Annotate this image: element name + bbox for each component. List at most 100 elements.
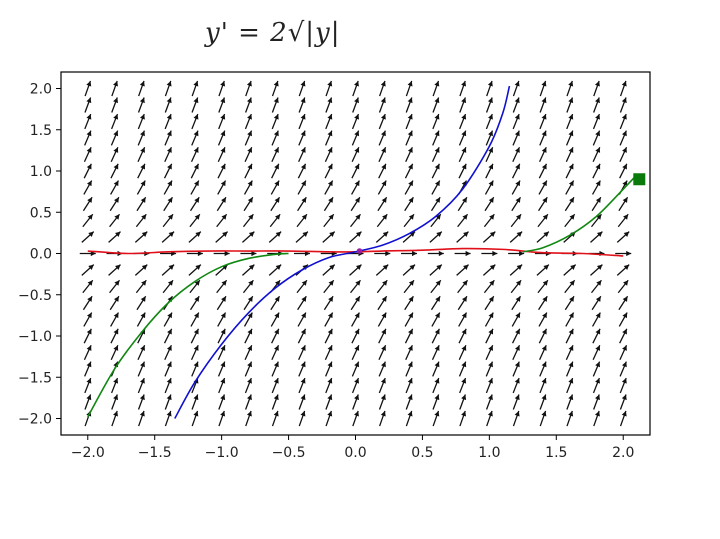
marker-layer (633, 173, 646, 186)
field-arrow (216, 213, 228, 228)
field-arrow (538, 180, 548, 195)
field-arrow (566, 394, 574, 410)
field-arrow (245, 394, 252, 410)
field-arrow (538, 163, 548, 179)
field-arrow (483, 213, 495, 228)
field-arrow (245, 410, 252, 427)
field-arrow (271, 130, 279, 146)
field-arrow (293, 250, 310, 257)
field-arrow (564, 213, 576, 228)
field-arrow (324, 312, 334, 327)
field-arrow (137, 344, 146, 361)
green-square-marker (633, 173, 646, 186)
field-arrow (134, 231, 148, 243)
field-arrow (111, 410, 118, 427)
field-arrow (619, 328, 628, 344)
field-arrow (137, 146, 146, 163)
field-arrow (616, 264, 630, 276)
field-arrow (512, 146, 521, 163)
y-tick-label: −1.0 (18, 329, 52, 345)
field-arrow (429, 231, 443, 243)
field-arrow (109, 196, 120, 212)
field-arrow (137, 377, 145, 394)
field-arrow (590, 231, 603, 243)
field-arrow (512, 377, 520, 394)
field-arrow (109, 295, 120, 311)
field-arrow (213, 250, 230, 257)
field-arrow (484, 196, 495, 212)
field-arrow (217, 344, 226, 361)
field-arrow (378, 344, 387, 361)
field-arrow (377, 196, 388, 212)
field-arrow (511, 328, 521, 344)
field-arrow (218, 113, 226, 130)
field-arrow (325, 394, 333, 410)
field-arrow (188, 231, 202, 243)
field-arrow (190, 312, 200, 327)
field-arrow (296, 213, 308, 228)
field-arrow (378, 328, 387, 344)
field-arrow (404, 163, 414, 179)
field-arrow (163, 328, 173, 344)
field-arrow (432, 113, 440, 130)
field-arrow (619, 410, 627, 427)
field-arrow (592, 361, 601, 377)
field-arrow (459, 377, 467, 394)
field-arrow (565, 312, 575, 327)
field-arrow (405, 80, 413, 97)
field-arrow (297, 180, 307, 195)
field-arrow (509, 231, 523, 243)
solution-curve (174, 85, 511, 419)
field-arrow (432, 394, 440, 410)
y-tick-label: 1.0 (30, 164, 52, 180)
field-arrow (218, 410, 226, 427)
y-tick-label: 1.5 (30, 123, 52, 139)
field-arrow (216, 279, 228, 294)
field-arrow (271, 80, 279, 97)
field-arrow (458, 163, 467, 179)
field-arrow (164, 113, 172, 130)
field-arrow (565, 328, 574, 344)
field-arrow (81, 264, 95, 276)
field-arrow (350, 279, 361, 294)
field-arrow (108, 231, 121, 243)
field-arrow (510, 213, 522, 228)
field-arrow (271, 377, 279, 394)
field-arrow (486, 410, 493, 427)
field-arrow (271, 146, 280, 163)
field-arrow (616, 231, 630, 243)
field-arrow (484, 295, 495, 311)
field-arrow (459, 113, 467, 130)
field-arrow (404, 295, 414, 311)
field-arrow (325, 410, 333, 427)
field-arrow (484, 312, 494, 327)
field-arrow (459, 410, 467, 427)
field-arrow (216, 295, 227, 311)
field-arrow (324, 328, 333, 344)
field-arrow (270, 295, 281, 311)
field-arrow (325, 80, 333, 97)
field-arrow (269, 213, 281, 228)
field-arrow (82, 295, 93, 311)
field-arrow (405, 113, 413, 130)
field-arrow (351, 344, 360, 361)
field-arrow (137, 361, 146, 377)
field-arrow (454, 250, 471, 257)
field-arrow (164, 130, 172, 146)
field-arrow (325, 113, 333, 130)
field-arrow (456, 231, 469, 243)
field-arrow (110, 312, 120, 327)
field-arrow (350, 295, 361, 311)
field-arrow (405, 146, 413, 163)
field-arrow (457, 196, 468, 212)
field-arrow (538, 146, 547, 163)
field-arrow (511, 295, 522, 311)
field-arrow (244, 377, 252, 394)
field-arrow (270, 312, 280, 327)
field-arrow (324, 180, 334, 195)
field-arrow (537, 279, 549, 294)
field-arrow (298, 97, 306, 113)
field-arrow (538, 196, 548, 212)
field-arrow (298, 377, 306, 394)
field-arrow (459, 97, 467, 113)
